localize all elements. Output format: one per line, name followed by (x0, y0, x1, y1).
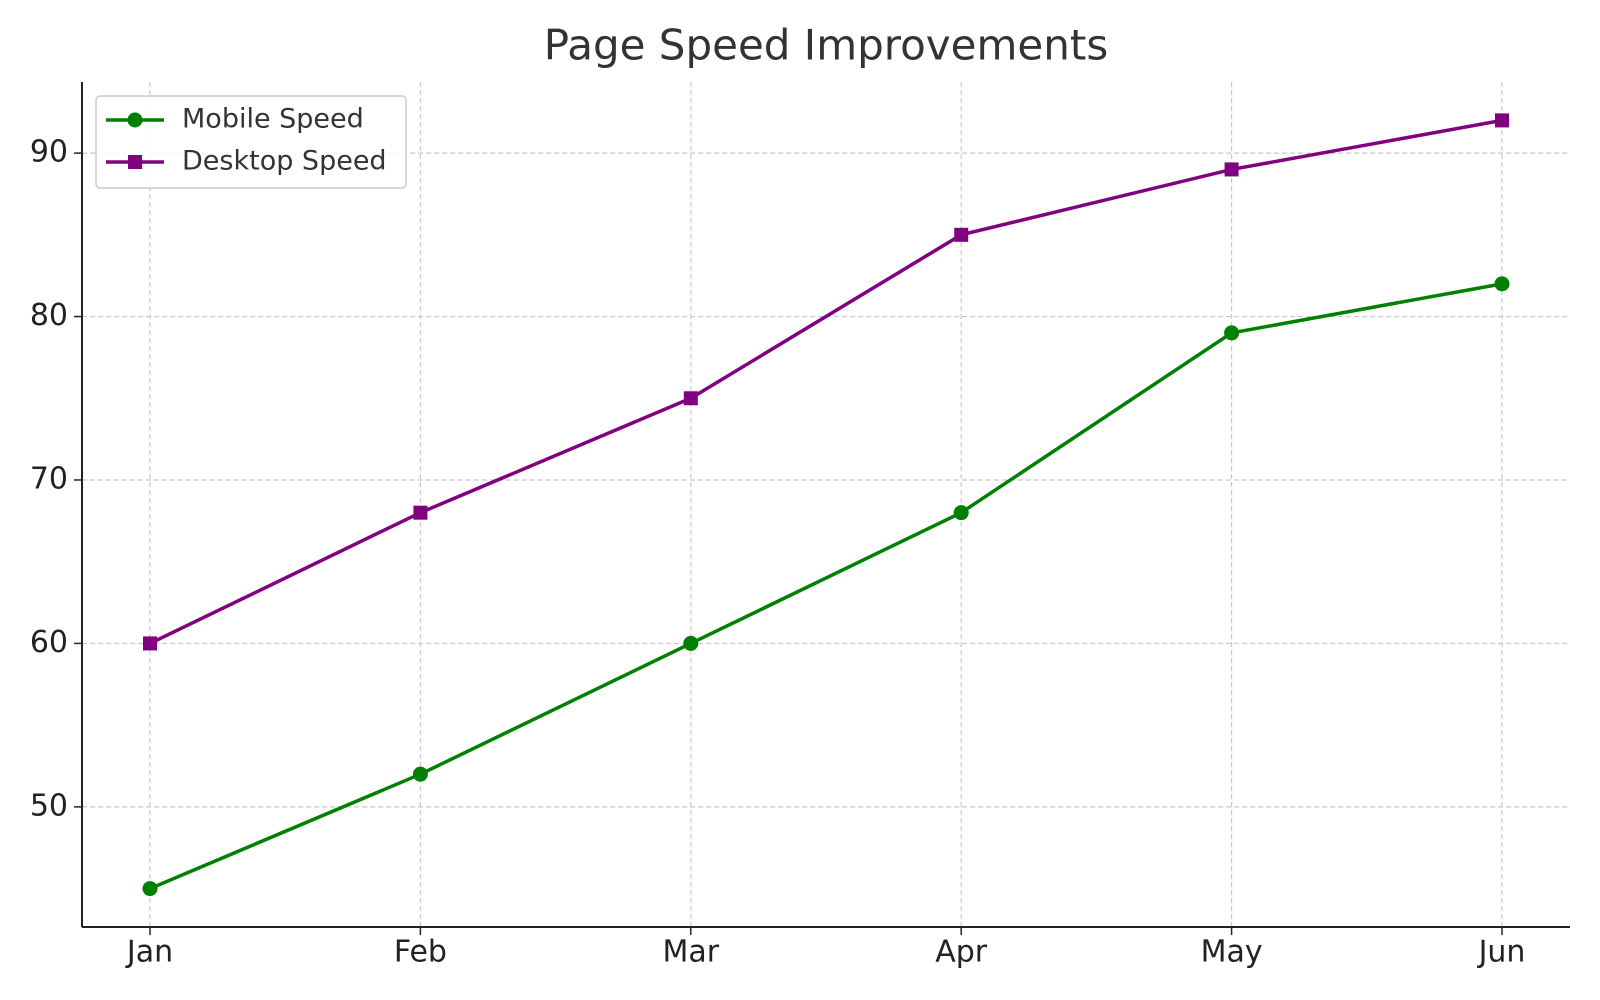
x-tick-label: Feb (394, 935, 447, 970)
x-tick-label: Jun (1477, 935, 1526, 970)
y-tick-label: 90 (30, 135, 68, 170)
y-tick-label: 80 (30, 298, 68, 333)
line (149, 282, 1503, 891)
x-tick-label: May (1201, 935, 1263, 970)
line (149, 118, 1503, 646)
marker (1494, 276, 1510, 292)
x-tick-label: Jan (125, 935, 173, 970)
marker (683, 635, 699, 651)
y-tick-label: 70 (30, 461, 68, 496)
legend-label: Mobile Speed (182, 104, 364, 135)
marker (954, 227, 969, 242)
marker (128, 155, 142, 169)
marker (412, 766, 428, 782)
y-tick-label: 60 (30, 625, 68, 660)
marker (683, 391, 698, 406)
x-tick-label: Apr (935, 935, 988, 970)
marker (143, 636, 157, 651)
chart-title: Page Speed Improvements (544, 21, 1108, 70)
marker (127, 112, 143, 128)
legend-label: Desktop Speed (182, 146, 387, 177)
legend: Mobile Speed Desktop Speed (95, 95, 407, 189)
y-tick-label: 50 (30, 788, 68, 823)
marker (1495, 113, 1509, 128)
legend-box (95, 95, 407, 189)
marker (413, 505, 428, 520)
marker (142, 881, 158, 897)
marker (1224, 325, 1240, 341)
marker (953, 505, 969, 521)
marker (1224, 162, 1239, 177)
x-tick-label: Mar (662, 935, 719, 970)
